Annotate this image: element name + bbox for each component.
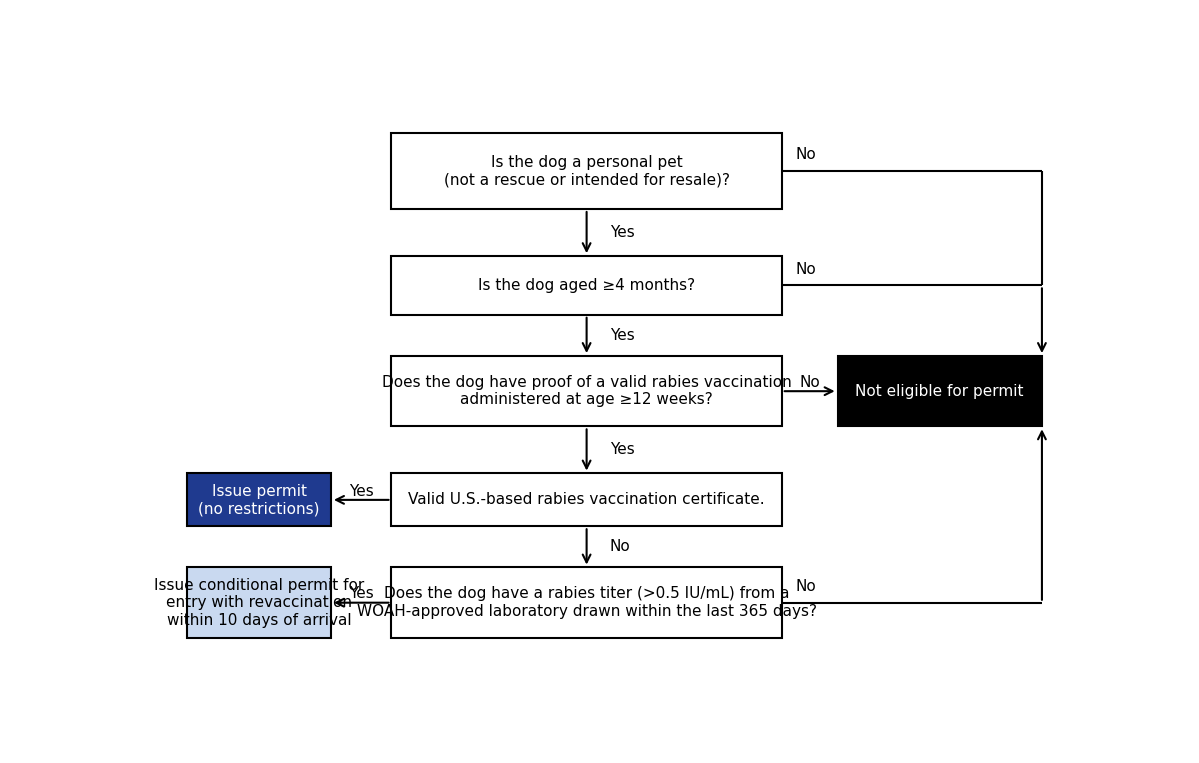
Text: Issue conditional permit for
entry with revaccination
within 10 days of arrival: Issue conditional permit for entry with … xyxy=(153,578,364,628)
FancyBboxPatch shape xyxy=(187,473,331,526)
Text: Yes: Yes xyxy=(610,443,634,458)
FancyBboxPatch shape xyxy=(187,568,331,638)
FancyBboxPatch shape xyxy=(391,133,782,209)
FancyBboxPatch shape xyxy=(391,256,782,315)
FancyBboxPatch shape xyxy=(837,356,1042,427)
Text: Valid U.S.-based rabies vaccination certificate.: Valid U.S.-based rabies vaccination cert… xyxy=(409,492,765,507)
Text: No: No xyxy=(800,375,820,390)
Text: No: No xyxy=(610,539,631,555)
Text: Does the dog have a rabies titer (>0.5 IU/mL) from a
WOAH-approved laboratory dr: Does the dog have a rabies titer (>0.5 I… xyxy=(356,587,817,619)
Text: Yes: Yes xyxy=(610,328,634,343)
Text: Yes: Yes xyxy=(349,587,374,601)
FancyBboxPatch shape xyxy=(391,473,782,526)
Text: Yes: Yes xyxy=(610,225,634,240)
Text: Does the dog have proof of a valid rabies vaccination
administered at age ≥12 we: Does the dog have proof of a valid rabie… xyxy=(381,375,791,407)
Text: Yes: Yes xyxy=(349,484,374,498)
Text: No: No xyxy=(796,147,817,162)
Text: Not eligible for permit: Not eligible for permit xyxy=(855,384,1024,399)
FancyBboxPatch shape xyxy=(391,356,782,427)
Text: No: No xyxy=(796,262,817,277)
Text: Is the dog aged ≥4 months?: Is the dog aged ≥4 months? xyxy=(478,278,695,293)
Text: Issue permit
(no restrictions): Issue permit (no restrictions) xyxy=(198,484,320,516)
FancyBboxPatch shape xyxy=(391,568,782,638)
Text: Is the dog a personal pet
(not a rescue or intended for resale)?: Is the dog a personal pet (not a rescue … xyxy=(444,155,730,187)
Text: No: No xyxy=(796,579,817,594)
